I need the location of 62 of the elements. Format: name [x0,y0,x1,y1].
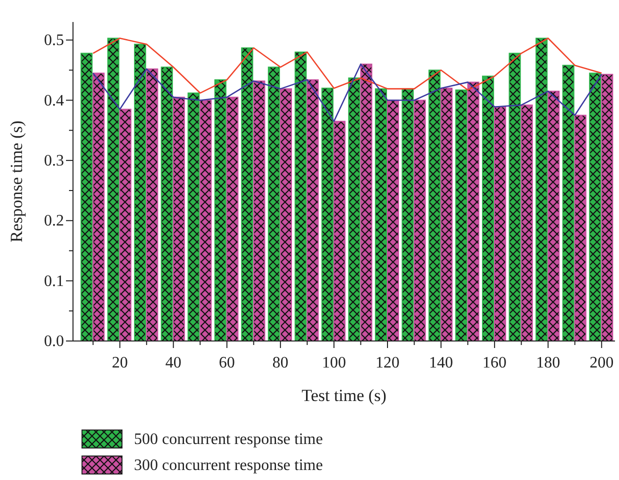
bar [414,100,426,342]
bar [494,106,506,342]
bar [440,88,453,342]
y-tick-label: 0.0 [44,333,64,350]
bar [241,47,254,342]
y-tick-label: 0.1 [44,272,64,290]
bar [601,74,614,342]
bar [589,72,602,342]
bar [321,88,334,342]
bar [200,100,212,342]
bar [360,64,372,342]
bar [119,108,132,342]
bar [214,79,226,342]
bar [107,38,120,342]
bar [562,64,574,342]
bar [386,100,400,342]
line-series [92,63,602,122]
bar [268,66,280,342]
x-tick-label: 180 [536,354,560,372]
bar [226,96,238,342]
x-tick-label: 160 [482,354,507,372]
bar [348,77,360,342]
bar [134,44,146,342]
legend-label: 300 concurrent response time [134,457,323,474]
x-tick-label: 60 [218,354,235,372]
legend-label: 500 concurrent response time [134,431,323,448]
x-tick-label: 100 [322,354,346,372]
bar [428,70,441,342]
bar [508,52,521,342]
bar [520,104,533,342]
bar [467,82,480,342]
bar [402,88,414,342]
x-tick-label: 40 [165,354,182,372]
x-tick-label: 120 [375,354,400,372]
x-tick-label: 20 [112,354,128,372]
bar [294,52,307,342]
bar [455,90,468,342]
y-tick-label: 0.5 [44,32,64,50]
bar [548,90,560,342]
bar [80,52,93,342]
bar [280,88,292,342]
x-axis-title: Test time (s) [302,386,386,405]
y-tick-label: 0.2 [44,212,64,230]
x-tick-label: 200 [590,354,614,372]
bar [374,88,387,342]
bar [188,92,200,342]
y-tick-label: 0.4 [44,92,64,110]
x-tick-label: 140 [429,354,454,372]
bar [92,72,105,342]
bar [333,120,346,342]
bar [482,76,494,342]
bar [574,114,586,342]
y-tick-label: 0.3 [44,152,64,170]
bar [172,96,185,342]
y-axis-title: Response time (s) [7,120,26,242]
x-tick-label: 80 [272,354,288,372]
bar [536,38,548,342]
bar [306,79,319,342]
bar [146,68,158,342]
bar [160,66,173,342]
line-series [92,38,602,94]
bar [253,80,266,342]
